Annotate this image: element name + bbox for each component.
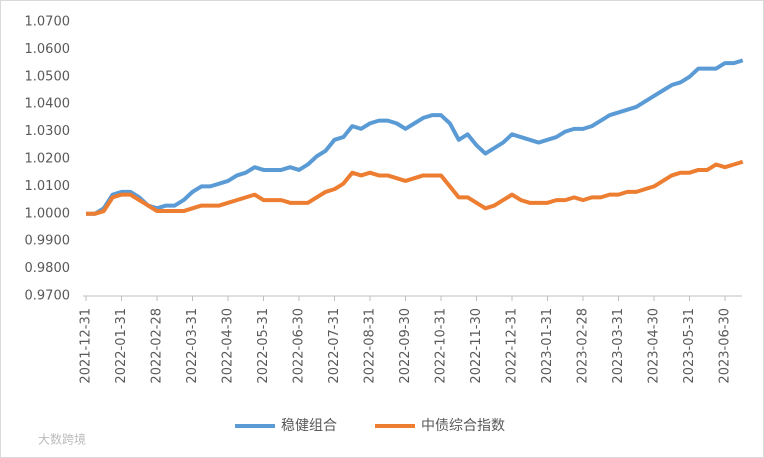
x-tick-label: 2022-09-30: [398, 308, 413, 384]
y-tick-label: 1.0700: [25, 15, 71, 30]
y-tick-label: 1.0000: [25, 206, 71, 221]
x-tick-label: 2022-11-30: [469, 308, 484, 384]
x-tick-label: 2022-05-31: [256, 308, 271, 384]
x-tick-label: 2022-10-31: [434, 308, 449, 384]
y-tick-label: 0.9800: [25, 261, 71, 276]
series-line: [86, 58, 744, 216]
series-line: [86, 159, 744, 216]
x-tick-label: 2022-03-31: [185, 308, 200, 384]
x-tick-label: 2023-04-30: [647, 308, 662, 384]
y-tick-label: 1.0200: [25, 152, 71, 167]
x-tick-label: 2022-06-30: [292, 308, 307, 384]
legend-label: 中债综合指数: [421, 418, 505, 434]
y-tick-label: 1.0500: [25, 69, 71, 84]
watermark: 大数跨境: [38, 432, 86, 447]
legend-label: 稳健组合: [281, 418, 337, 434]
y-tick-label: 1.0400: [25, 97, 71, 112]
x-tick-label: 2023-03-31: [611, 308, 626, 384]
x-tick-label: 2023-02-28: [576, 308, 591, 384]
y-tick-label: 1.0600: [25, 42, 71, 57]
x-tick-label: 2022-07-31: [327, 308, 342, 384]
x-tick-label: 2022-02-28: [150, 308, 165, 384]
y-tick-label: 0.9700: [25, 289, 71, 304]
x-tick-label: 2022-01-31: [114, 308, 129, 384]
x-tick-label: 2023-06-30: [718, 308, 733, 384]
x-tick-label: 2021-12-31: [79, 308, 94, 384]
x-tick-label: 2023-05-31: [682, 308, 697, 384]
x-tick-label: 2022-04-30: [221, 308, 236, 384]
y-tick-label: 1.0300: [25, 124, 71, 139]
y-tick-label: 1.0100: [25, 179, 71, 194]
x-tick-label: 2022-08-31: [363, 308, 378, 384]
y-tick-label: 0.9900: [25, 234, 71, 249]
x-tick-label: 2023-01-31: [540, 308, 555, 384]
x-tick-label: 2022-12-31: [505, 308, 520, 384]
